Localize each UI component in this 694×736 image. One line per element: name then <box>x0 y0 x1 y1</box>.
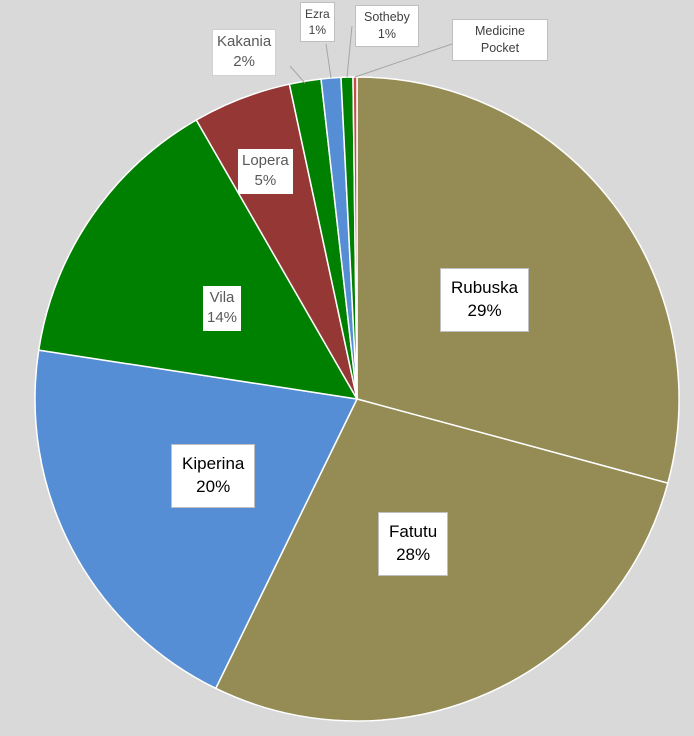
data-label-sotheby-name: Sotheby <box>364 10 410 24</box>
data-label-vila-name: Vila <box>209 289 235 306</box>
data-label-sotheby: Sotheby 1% <box>355 5 419 47</box>
data-label-rubuska: Rubuska 29% <box>440 268 530 332</box>
data-label-ezra-name: Ezra <box>305 7 330 21</box>
data-label-kiperina: Kiperina 20% <box>171 444 256 508</box>
data-label-kakania-name: Kakania <box>217 33 272 50</box>
data-label-lopera-value: 5% <box>254 172 277 190</box>
data-label-rubuska-value: 29% <box>467 300 502 320</box>
data-label-medicine-pocket-name: Medicine Pocket <box>474 24 526 55</box>
data-label-vila-value: 14% <box>207 309 238 327</box>
data-label-kiperina-name: Kiperina <box>182 454 245 473</box>
data-label-sotheby-value: 1% <box>377 26 396 41</box>
pie-slices <box>34 76 680 722</box>
data-label-vila: Vila 14% <box>203 286 242 331</box>
data-label-fatutu-name: Fatutu <box>389 522 438 541</box>
leader-lines <box>289 25 453 84</box>
data-label-fatutu: Fatutu 28% <box>378 512 449 576</box>
data-label-ezra-value: 1% <box>308 23 327 38</box>
data-label-fatutu-value: 28% <box>396 544 431 564</box>
pie-slice-vila <box>37 118 359 400</box>
data-label-kakania-value: 2% <box>233 53 255 71</box>
data-label-lopera: Lopera 5% <box>238 149 293 194</box>
pie-slice-kiperina <box>34 349 359 690</box>
data-label-ezra: Ezra 1% <box>300 2 335 43</box>
leader-line-sotheby <box>346 25 353 78</box>
data-label-kiperina-value: 20% <box>196 476 231 496</box>
data-label-lopera-name: Lopera <box>242 152 289 169</box>
data-label-kakania: Kakania 2% <box>212 29 277 76</box>
leader-line-ezra <box>325 43 332 79</box>
leader-line-kakania <box>289 65 306 84</box>
pie-slice-medicine-pocket <box>352 76 358 400</box>
data-label-rubuska-name: Rubuska <box>451 278 519 297</box>
leader-line-medicine-pocket <box>354 43 453 78</box>
data-label-medicine-pocket: Medicine Pocket <box>452 19 548 61</box>
